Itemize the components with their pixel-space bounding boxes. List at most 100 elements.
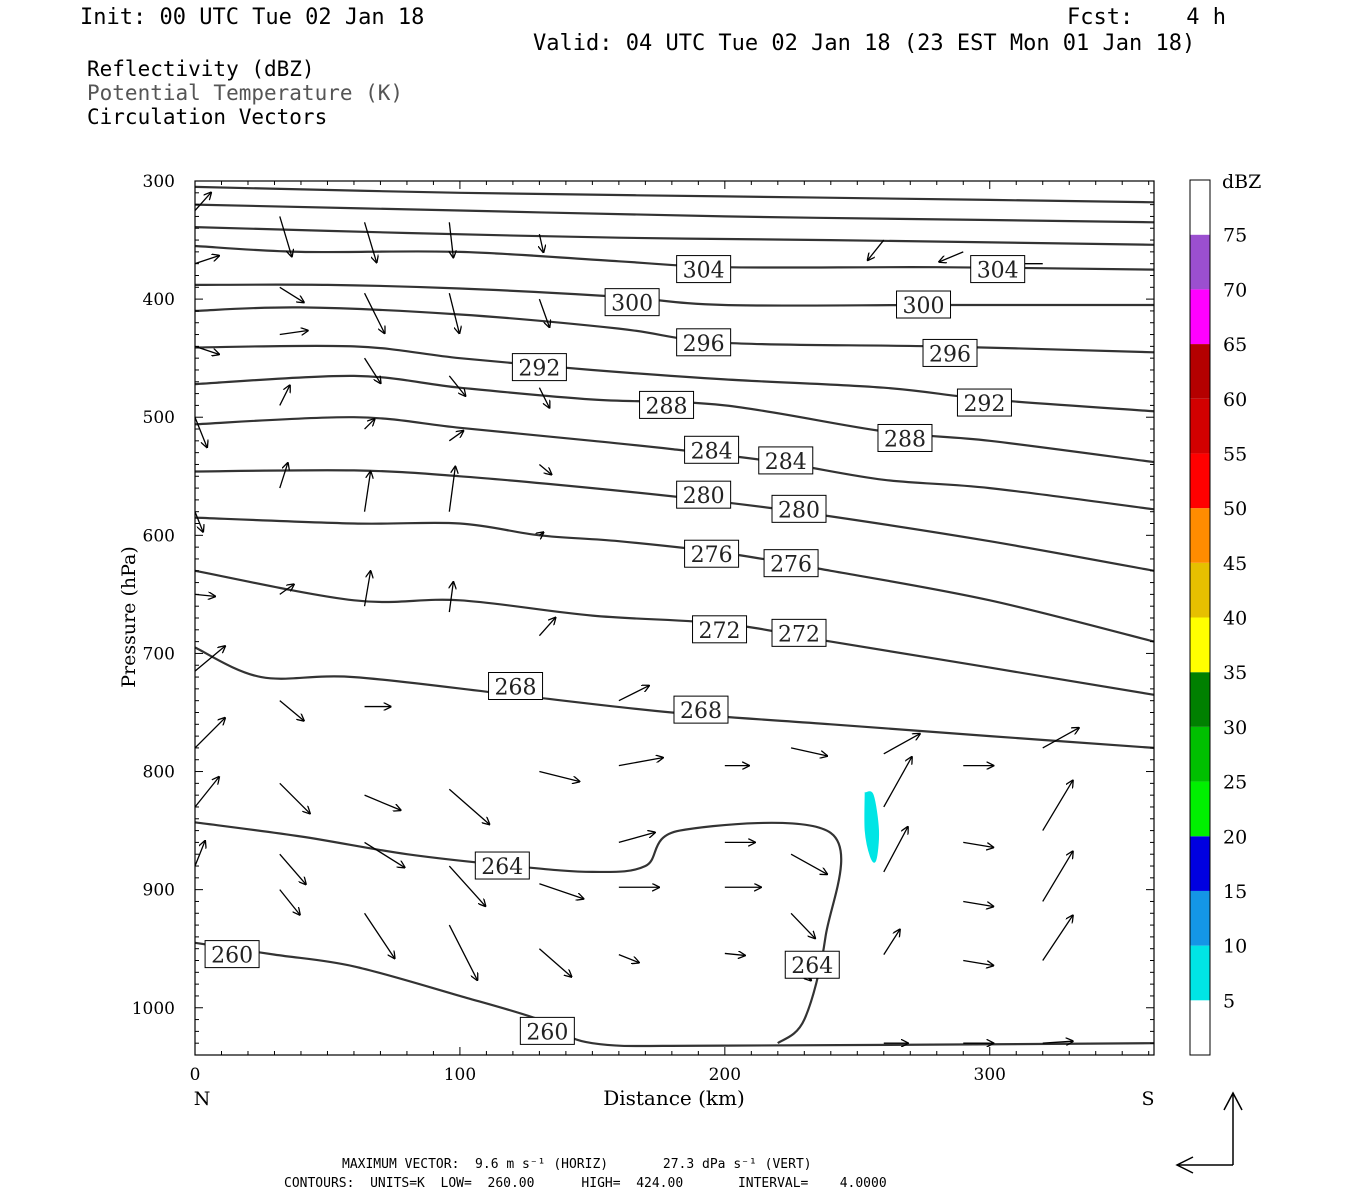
circulation-vector (790, 747, 827, 756)
colorbar-label: 5 (1223, 990, 1235, 1012)
svg-text:260: 260 (526, 1020, 568, 1045)
circulation-vector (363, 222, 377, 262)
svg-text:264: 264 (481, 855, 523, 880)
colorbar-swatch (1190, 289, 1210, 345)
circulation-vector (449, 582, 453, 613)
circulation-vector (790, 912, 815, 938)
circulation-vector (963, 959, 993, 966)
svg-text:280: 280 (683, 484, 725, 509)
circulation-vector (790, 853, 827, 874)
svg-text:272: 272 (699, 619, 741, 644)
circulation-vector (363, 571, 371, 607)
colorbar-swatch (1190, 508, 1210, 563)
circulation-vector (618, 758, 663, 767)
circulation-vector (279, 700, 304, 721)
colorbar-label: 30 (1223, 717, 1247, 739)
circulation-vector (448, 467, 455, 512)
colorbar-swatch (1190, 562, 1210, 618)
contour-label: 288 (639, 390, 695, 419)
colorbar-swatch (1190, 672, 1210, 727)
circulation-vector (724, 953, 745, 955)
svg-text:304: 304 (683, 259, 725, 284)
colorbar-swatch (1190, 836, 1210, 891)
colorbar-swatch (1190, 945, 1210, 1001)
contour-label: 292 (511, 353, 567, 382)
circulation-vector (363, 357, 381, 383)
colorbar-swatch (1190, 781, 1210, 837)
circulation-vector (194, 256, 219, 265)
circulation-vector (539, 234, 543, 252)
y-tick-label: 600 (143, 526, 175, 546)
circulation-vector (538, 948, 571, 977)
circulation-vector (364, 841, 405, 867)
x-tick-label: 200 (709, 1065, 741, 1085)
svg-text:292: 292 (963, 392, 1005, 417)
theta-contour-260 (194, 941, 1155, 1048)
circulation-vector (194, 345, 219, 354)
legend-theta: Potential Temperature (K) (87, 81, 404, 105)
svg-text:276: 276 (691, 543, 733, 568)
colorbar-swatch (1190, 398, 1210, 454)
circulation-vector (279, 463, 288, 489)
circulation-vector (538, 298, 549, 327)
circulation-vector (364, 419, 375, 430)
svg-text:280: 280 (778, 498, 820, 523)
circulation-vector (883, 734, 920, 755)
svg-text:260: 260 (211, 944, 253, 969)
colorbar-label: 15 (1223, 881, 1247, 903)
contour-label: 300 (604, 288, 660, 317)
theta-contour-308 (194, 226, 1155, 246)
circulation-vector (448, 924, 477, 980)
svg-text:284: 284 (691, 439, 733, 464)
contour-label: 284 (758, 446, 814, 475)
legend-vectors: Circulation Vectors (87, 105, 328, 129)
circulation-vector (279, 385, 290, 406)
circulation-vector (363, 292, 385, 333)
circulation-vector (279, 286, 304, 302)
reference-vector-icon (1175, 1091, 1243, 1174)
y-axis-title: Pressure (hPa) (118, 546, 140, 688)
circulation-vector (539, 532, 543, 535)
circulation-vector (1042, 851, 1073, 902)
svg-text:300: 300 (903, 294, 945, 319)
colorbar-label: 20 (1223, 826, 1247, 848)
contour-info: CONTOURS: UNITS=K LOW= 260.00 HIGH= 424.… (284, 1176, 887, 1191)
colorbar-label: 65 (1223, 334, 1247, 356)
circulation-vector (448, 865, 485, 906)
circulation-vector (449, 222, 453, 257)
circulation-vector (539, 770, 579, 782)
contour-label: 304 (970, 255, 1026, 284)
contour-label: 276 (763, 549, 819, 578)
circulation-vector (448, 375, 465, 396)
circulation-vector (883, 757, 912, 808)
svg-text:304: 304 (977, 259, 1019, 284)
colorbar-frame (1189, 179, 1211, 1056)
svg-text:300: 300 (611, 292, 653, 317)
circulation-vector (939, 251, 964, 262)
svg-text:272: 272 (778, 622, 820, 647)
circulation-vector (963, 841, 993, 847)
theta-contour-276 (194, 516, 1155, 643)
x-end-label-south: S (1141, 1088, 1154, 1110)
x-end-label-north: N (194, 1088, 211, 1110)
colorbar-label: 35 (1223, 662, 1247, 684)
theta-contour-264 (194, 821, 843, 1045)
colorbar-label: 25 (1223, 772, 1247, 794)
circulation-vector (279, 889, 300, 915)
valid-time: Valid: 04 UTC Tue 02 Jan 18 (23 EST Mon … (533, 31, 1196, 56)
y-tick-label: 500 (143, 408, 175, 428)
svg-text:268: 268 (495, 676, 537, 701)
colorbar-title: dBZ (1222, 171, 1261, 193)
contour-label: 296 (676, 328, 732, 357)
svg-text:296: 296 (929, 342, 971, 367)
contour-label: 304 (676, 255, 732, 284)
circulation-vector (194, 646, 225, 672)
circulation-vector (448, 431, 463, 442)
colorbar-swatch (1190, 344, 1210, 399)
circulation-vector (539, 883, 583, 899)
max-vector-note: MAXIMUM VECTOR: 9.6 m s⁻¹ (HORIZ) 27.3 d… (342, 1157, 812, 1172)
contour-label: 284 (684, 435, 740, 464)
circulation-vector (883, 827, 908, 873)
contour-label: 272 (771, 618, 827, 647)
circulation-vector (538, 387, 549, 408)
